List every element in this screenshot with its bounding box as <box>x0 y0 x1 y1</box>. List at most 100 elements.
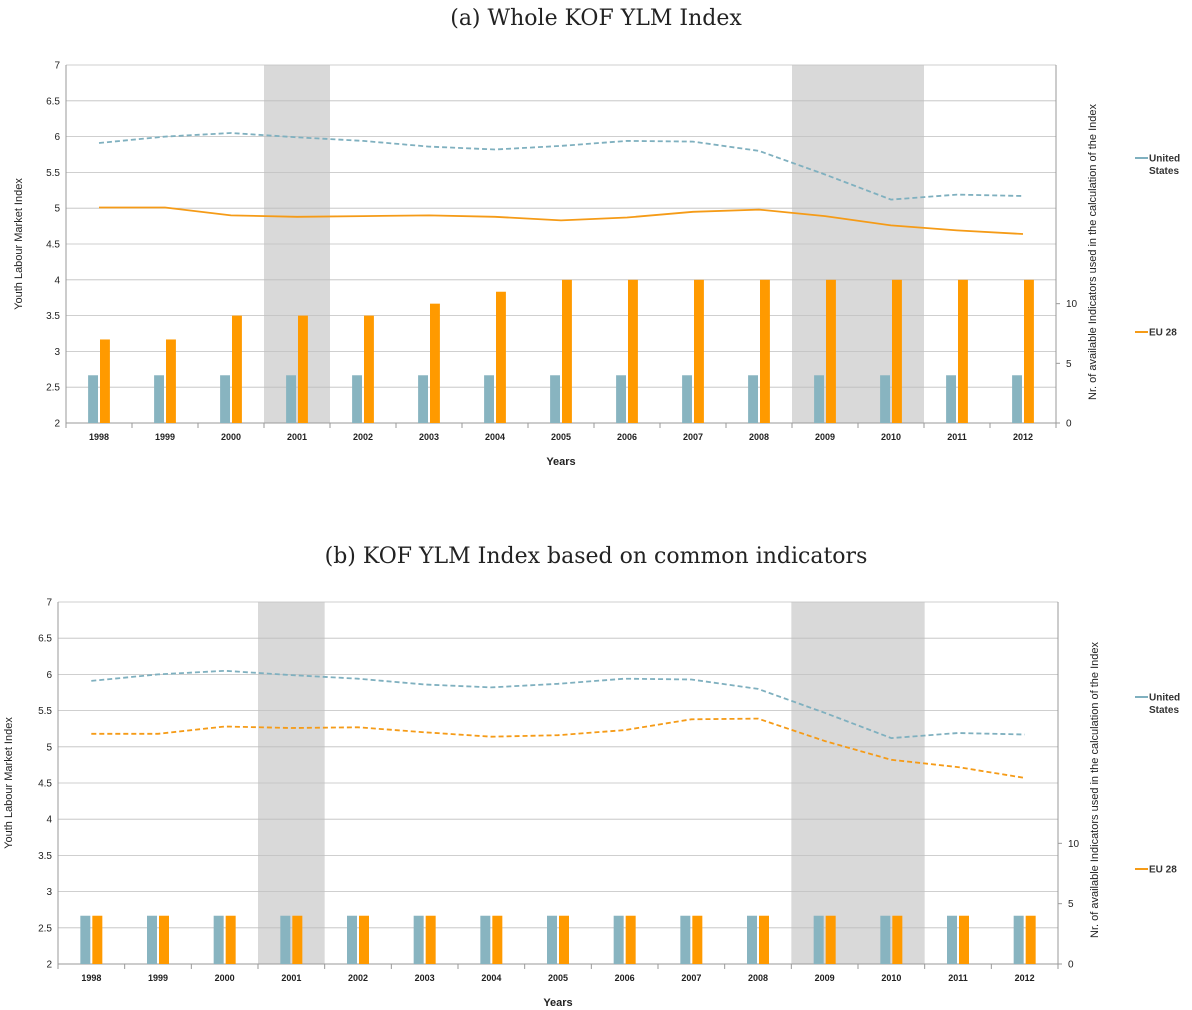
y-tick-label: 5 <box>46 742 52 753</box>
indicator-bar-eu28 <box>292 915 303 964</box>
indicator-bar-eu28 <box>425 915 436 964</box>
y-tick-label: 3 <box>46 887 52 898</box>
x-tick-label: 2006 <box>617 432 637 442</box>
y-tick-label: 3.5 <box>46 311 60 322</box>
indicator-bar-eu28 <box>628 279 638 423</box>
y-tick-label: 2 <box>54 419 60 430</box>
x-tick-label: 1999 <box>148 973 168 983</box>
x-tick-label: 2006 <box>615 973 635 983</box>
indicator-bar-eu28 <box>159 915 169 964</box>
y-tick-label: 5 <box>54 204 60 215</box>
indicator-bar-us <box>680 915 691 964</box>
indicator-bar-us <box>616 375 626 423</box>
indicator-bar-us <box>484 375 494 423</box>
indicator-bar-eu28 <box>625 915 636 964</box>
series-line-eu28 <box>91 717 1025 779</box>
y-tick-label: 7 <box>54 61 60 72</box>
indicator-bar-eu28 <box>430 303 440 423</box>
indicator-bar-us <box>213 915 224 964</box>
x-tick-label: 1999 <box>155 432 175 442</box>
legend-label-us-line2: States <box>1149 166 1179 177</box>
indicator-bar-us <box>748 375 758 423</box>
indicator-bar-us <box>88 375 98 423</box>
y-tick-label: 3.5 <box>38 851 52 862</box>
y-tick-label: 6 <box>54 132 60 143</box>
x-tick-label: 1998 <box>81 973 101 983</box>
x-tick-label: 2007 <box>681 973 701 983</box>
indicator-bar-eu28 <box>492 915 503 964</box>
indicator-bar-eu28 <box>826 279 836 423</box>
indicator-bar-eu28 <box>225 915 236 964</box>
x-tick-label: 2003 <box>419 432 439 442</box>
indicator-bar-eu28 <box>232 315 242 423</box>
indicator-bar-eu28 <box>892 915 903 964</box>
x-tick-label: 2009 <box>815 973 835 983</box>
y-tick-label: 4.5 <box>38 779 52 790</box>
x-tick-label: 2010 <box>881 432 901 442</box>
indicator-bar-us <box>946 375 956 423</box>
legend-label-eu28: EU 28 <box>1149 865 1177 876</box>
indicator-bar-us <box>418 375 428 423</box>
indicator-bar-us <box>547 915 557 964</box>
series-line-us <box>98 132 1024 201</box>
y-tick-label: 6 <box>46 670 52 681</box>
legend-label-eu28: EU 28 <box>1149 328 1177 339</box>
x-tick-label: 2000 <box>215 973 235 983</box>
legend-label-us: United <box>1149 693 1180 704</box>
indicator-bar-eu28 <box>1025 915 1036 964</box>
x-tick-label: 2012 <box>1015 973 1035 983</box>
indicator-bar-us <box>947 915 957 964</box>
y2-axis-label: Nr. of available Indicators used in the … <box>1087 104 1099 400</box>
indicator-bar-us <box>880 915 891 964</box>
indicator-bar-eu28 <box>759 915 769 964</box>
indicator-bar-us <box>220 375 230 423</box>
indicator-bar-us <box>880 375 890 423</box>
x-tick-label: 2004 <box>481 973 501 983</box>
y-tick-label: 6.5 <box>38 634 52 645</box>
x-axis-label: Years <box>546 456 575 468</box>
x-tick-label: 2004 <box>485 432 505 442</box>
x-tick-label: 2002 <box>353 432 373 442</box>
indicator-bar-eu28 <box>359 915 369 964</box>
indicator-bar-eu28 <box>364 315 374 423</box>
indicator-bar-us <box>147 915 157 964</box>
indicator-bar-eu28 <box>760 279 770 423</box>
series-line-eu28 <box>99 206 1024 235</box>
indicator-bar-eu28 <box>694 279 704 423</box>
y-tick-label: 5.5 <box>38 706 52 717</box>
y-axis-label: Youth Labour Market Index <box>13 178 25 310</box>
indicator-bar-us <box>352 375 362 423</box>
x-tick-label: 2000 <box>221 432 241 442</box>
indicator-bar-us <box>747 915 757 964</box>
y-tick-label: 4 <box>46 815 52 826</box>
indicator-bar-eu28 <box>892 279 902 423</box>
y-tick-label: 2.5 <box>46 383 60 394</box>
y-tick-label: 2 <box>46 960 52 971</box>
indicator-bar-eu28 <box>958 279 968 423</box>
indicator-bar-us <box>613 915 624 964</box>
y2-tick-label: 10 <box>1068 839 1080 850</box>
x-tick-label: 2009 <box>815 432 835 442</box>
x-tick-label: 2002 <box>348 973 368 983</box>
y2-tick-label: 0 <box>1066 419 1072 430</box>
y-tick-label: 7 <box>46 598 52 609</box>
y-tick-label: 4.5 <box>46 240 60 251</box>
chart-b-title: (b) KOF YLM Index based on common indica… <box>324 544 868 569</box>
y-tick-label: 5.5 <box>46 168 60 179</box>
indicator-bar-us <box>286 375 296 423</box>
x-tick-label: 2005 <box>548 973 568 983</box>
legend-label-us-line2: States <box>1149 705 1179 716</box>
x-tick-label: 2011 <box>947 432 967 442</box>
indicator-bar-eu28 <box>100 339 110 423</box>
y2-tick-label: 5 <box>1066 359 1072 370</box>
indicator-bar-us <box>347 915 357 964</box>
indicator-bar-eu28 <box>559 915 569 964</box>
x-tick-label: 2010 <box>881 973 901 983</box>
indicator-bar-us <box>814 375 824 423</box>
indicator-bar-eu28 <box>692 915 703 964</box>
indicator-bar-us <box>550 375 560 423</box>
x-tick-label: 1998 <box>89 432 109 442</box>
indicator-bar-us <box>682 375 692 423</box>
indicator-bar-us <box>413 915 424 964</box>
